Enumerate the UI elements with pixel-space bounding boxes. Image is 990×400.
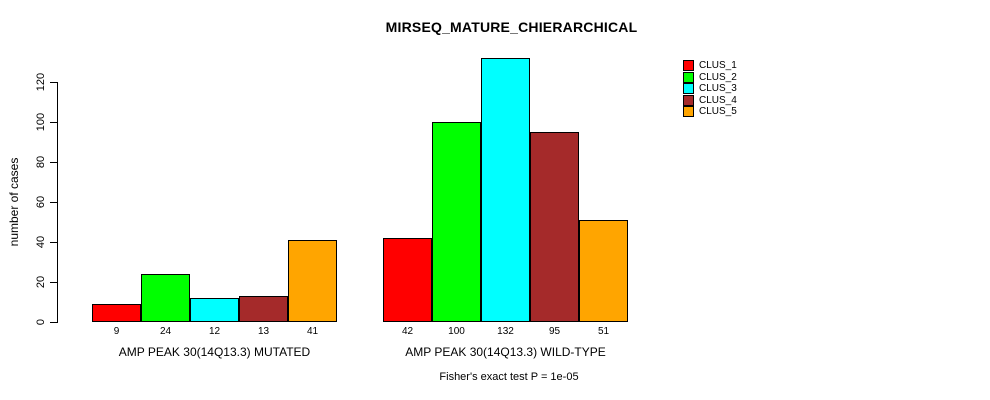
y-tick-label: 20 xyxy=(35,275,47,289)
bar-value-label: 13 xyxy=(257,326,270,337)
legend-row: CLUS_5 xyxy=(683,106,737,117)
legend-item-label: CLUS_2 xyxy=(699,72,737,83)
bar-value-label: 41 xyxy=(306,326,319,337)
y-tick xyxy=(50,82,57,83)
bar xyxy=(92,304,141,322)
y-tick xyxy=(50,162,57,163)
legend-item-label: CLUS_5 xyxy=(699,106,737,117)
bar xyxy=(432,122,481,322)
bar-value-label: 42 xyxy=(401,326,414,337)
bar xyxy=(141,274,190,322)
bar xyxy=(383,238,432,322)
legend-swatch xyxy=(683,72,694,83)
legend-item-label: CLUS_1 xyxy=(699,60,737,71)
y-tick-label: 0 xyxy=(35,318,47,326)
bar xyxy=(239,296,288,322)
legend-swatch xyxy=(683,106,694,117)
legend-row: CLUS_2 xyxy=(683,72,737,83)
y-tick-label: 40 xyxy=(35,235,47,249)
bar-value-label: 51 xyxy=(597,326,610,337)
bar xyxy=(190,298,239,322)
legend-swatch xyxy=(683,60,694,71)
y-tick-label: 120 xyxy=(35,72,47,92)
y-tick-label: 60 xyxy=(35,195,47,209)
y-tick-label: 100 xyxy=(35,112,47,132)
bar xyxy=(530,132,579,322)
chart-title: MIRSEQ_MATURE_CHIERARCHICAL xyxy=(385,19,638,35)
bar-value-label: 100 xyxy=(448,326,465,337)
legend-swatch xyxy=(683,95,694,106)
legend-row: CLUS_1 xyxy=(683,60,737,71)
bar xyxy=(288,240,337,322)
bar-value-label: 12 xyxy=(208,326,221,337)
bar-value-label: 95 xyxy=(548,326,561,337)
y-tick xyxy=(50,322,57,323)
bar-value-label: 24 xyxy=(159,326,172,337)
legend-row: CLUS_4 xyxy=(683,95,737,106)
legend-item-label: CLUS_3 xyxy=(699,83,737,94)
footnote-pvalue: Fisher's exact test P = 1e-05 xyxy=(439,371,579,383)
bar-value-label: 9 xyxy=(113,326,120,337)
group-label: AMP PEAK 30(14Q13.3) WILD-TYPE xyxy=(405,345,606,359)
y-tick-label: 80 xyxy=(35,155,47,169)
legend-swatch xyxy=(683,83,694,94)
y-tick xyxy=(50,282,57,283)
legend-item-label: CLUS_4 xyxy=(699,95,737,106)
bar xyxy=(579,220,628,322)
y-tick xyxy=(50,242,57,243)
legend-row: CLUS_3 xyxy=(683,83,737,94)
group-label: AMP PEAK 30(14Q13.3) MUTATED xyxy=(118,345,311,359)
y-tick xyxy=(50,202,57,203)
bar xyxy=(481,58,530,322)
y-axis-line xyxy=(57,82,58,323)
y-axis-label: number of cases xyxy=(7,157,21,247)
y-tick xyxy=(50,122,57,123)
bar-value-label: 132 xyxy=(497,326,514,337)
